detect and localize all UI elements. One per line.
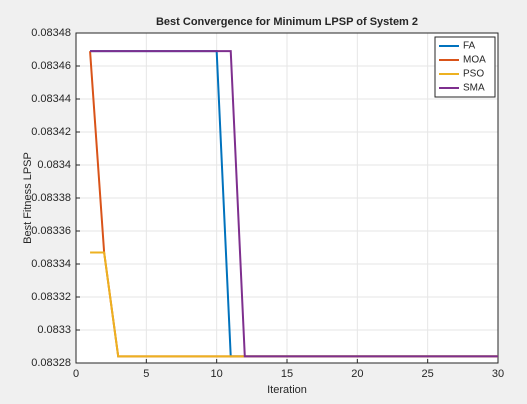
x-tick-label: 25 bbox=[422, 368, 434, 380]
legend-label: PSO bbox=[463, 69, 484, 80]
x-tick-label: 0 bbox=[73, 368, 79, 380]
y-tick-label: 0.08344 bbox=[31, 93, 71, 105]
series-line bbox=[90, 50, 498, 358]
legend: FA MOA PSO SMA bbox=[434, 36, 496, 98]
y-tick-label: 0.08334 bbox=[31, 258, 71, 270]
y-tick-label: 0.08336 bbox=[31, 225, 71, 237]
legend-label: MOA bbox=[463, 55, 486, 66]
y-tick-label: 0.08332 bbox=[31, 291, 71, 303]
x-axis-label: Iteration bbox=[267, 384, 307, 396]
x-tick-label: 5 bbox=[143, 368, 149, 380]
y-tick-label: 0.08328 bbox=[31, 357, 71, 369]
y-axis-label: Best Fitness LPSP bbox=[22, 152, 34, 244]
y-tick-label: 0.08346 bbox=[31, 60, 71, 72]
axes-box bbox=[75, 32, 499, 364]
x-tick-label: 30 bbox=[492, 368, 504, 380]
y-tick-label: 0.0833 bbox=[37, 324, 71, 336]
y-tick-label: 0.08348 bbox=[31, 27, 71, 39]
y-tick-label: 0.0834 bbox=[37, 159, 71, 171]
x-tick-label: 15 bbox=[281, 368, 293, 380]
y-tick-label: 0.08338 bbox=[31, 192, 71, 204]
legend-label: FA bbox=[463, 41, 476, 52]
x-tick-label: 10 bbox=[211, 368, 223, 380]
chart-title: Best Convergence for Minimum LPSP of Sys… bbox=[156, 16, 418, 28]
y-tick-label: 0.08342 bbox=[31, 126, 71, 138]
legend-label: SMA bbox=[463, 83, 485, 94]
x-tick-label: 20 bbox=[351, 368, 363, 380]
